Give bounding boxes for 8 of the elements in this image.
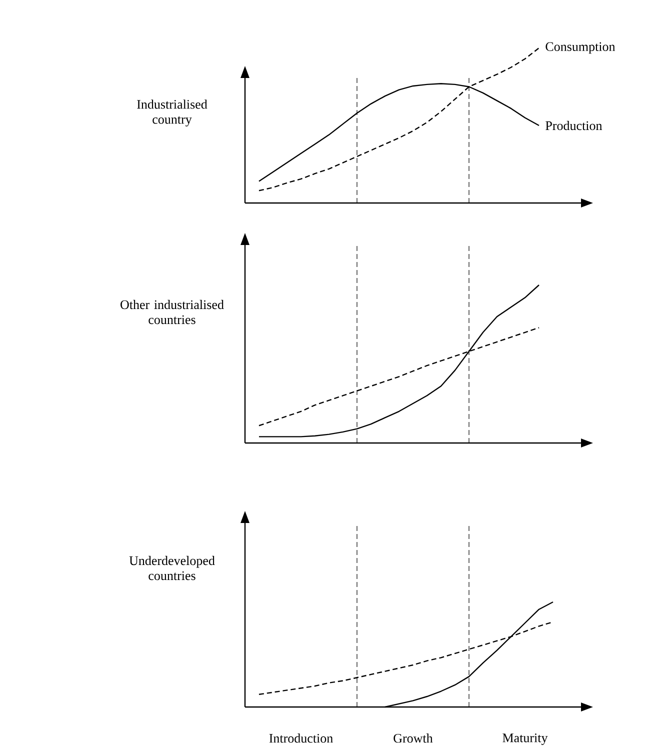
y-axis-title: Underdeveloped countries [129,556,215,580]
x-tick-label: Maturity [502,734,548,745]
y-axis-title: Other industrialised countries [120,300,224,324]
series-label: Production [546,120,602,130]
series-label: Consumption [546,42,616,54]
x-tick-label: Growth [394,734,433,743]
y-axis-title: Industrialised country [137,100,208,126]
x-tick-label: Introduction [269,734,333,743]
